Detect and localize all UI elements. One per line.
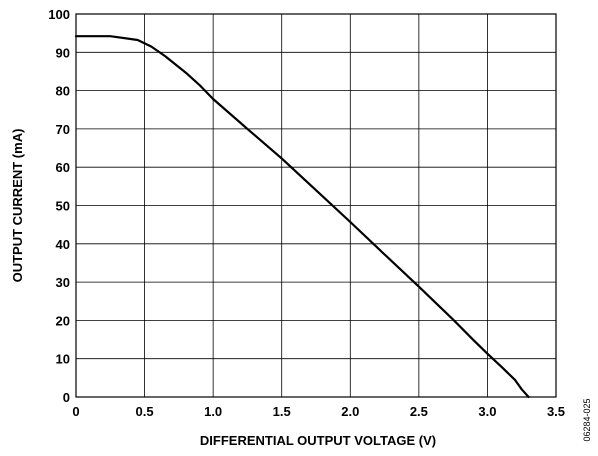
y-tick-label: 100 [48, 7, 70, 22]
x-tick-label: 2.0 [341, 404, 359, 419]
y-tick-label: 40 [56, 237, 70, 252]
y-tick-label: 50 [56, 199, 70, 214]
series-line [74, 35, 530, 399]
plot-frame [75, 13, 557, 398]
x-tick-label: 0 [72, 404, 79, 419]
series-group [74, 35, 530, 399]
y-tick-label: 80 [56, 84, 70, 99]
x-tick-labels: 0 0.5 1.0 1.5 2.0 2.5 3.0 3.5 [72, 404, 565, 419]
y-tick-label: 30 [56, 275, 70, 290]
x-tick-label: 1.5 [273, 404, 291, 419]
y-tick-label: 10 [56, 352, 70, 367]
y-tick-label: 0 [63, 390, 70, 405]
y-tick-label: 20 [56, 313, 70, 328]
x-tick-label: 3.0 [478, 404, 496, 419]
y-tick-label: 90 [56, 45, 70, 60]
y-axis-label: OUTPUT CURRENT (mA) [10, 129, 25, 283]
y-tick-label: 70 [56, 122, 70, 137]
x-tick-label: 2.5 [410, 404, 428, 419]
y-tick-labels: 0 10 20 30 40 50 60 70 80 90 100 [48, 7, 70, 405]
x-tick-label: 0.5 [136, 404, 154, 419]
figure-id: 06284-025 [582, 398, 592, 441]
x-tick-label: 1.0 [204, 404, 222, 419]
x-axis-label: DIFFERENTIAL OUTPUT VOLTAGE (V) [200, 433, 436, 448]
grid-lines [75, 13, 557, 398]
y-tick-label: 60 [56, 160, 70, 175]
x-tick-label: 3.5 [547, 404, 565, 419]
